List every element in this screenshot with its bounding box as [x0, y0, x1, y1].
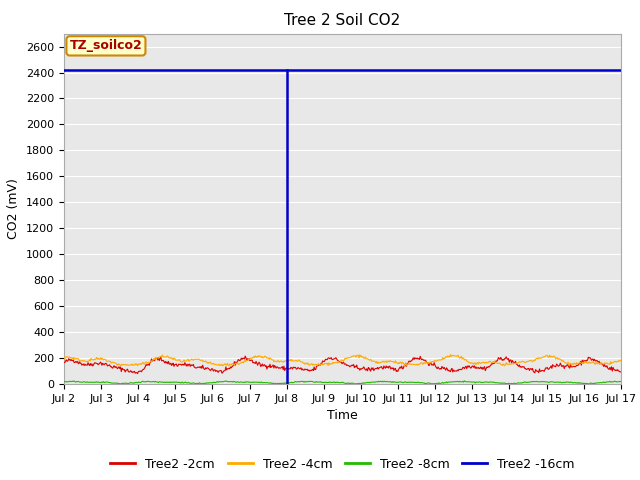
Text: TZ_soilco2: TZ_soilco2	[70, 39, 142, 52]
Legend: Tree2 -2cm, Tree2 -4cm, Tree2 -8cm, Tree2 -16cm: Tree2 -2cm, Tree2 -4cm, Tree2 -8cm, Tree…	[106, 453, 579, 476]
Title: Tree 2 Soil CO2: Tree 2 Soil CO2	[284, 13, 401, 28]
Y-axis label: CO2 (mV): CO2 (mV)	[8, 179, 20, 239]
X-axis label: Time: Time	[327, 409, 358, 422]
